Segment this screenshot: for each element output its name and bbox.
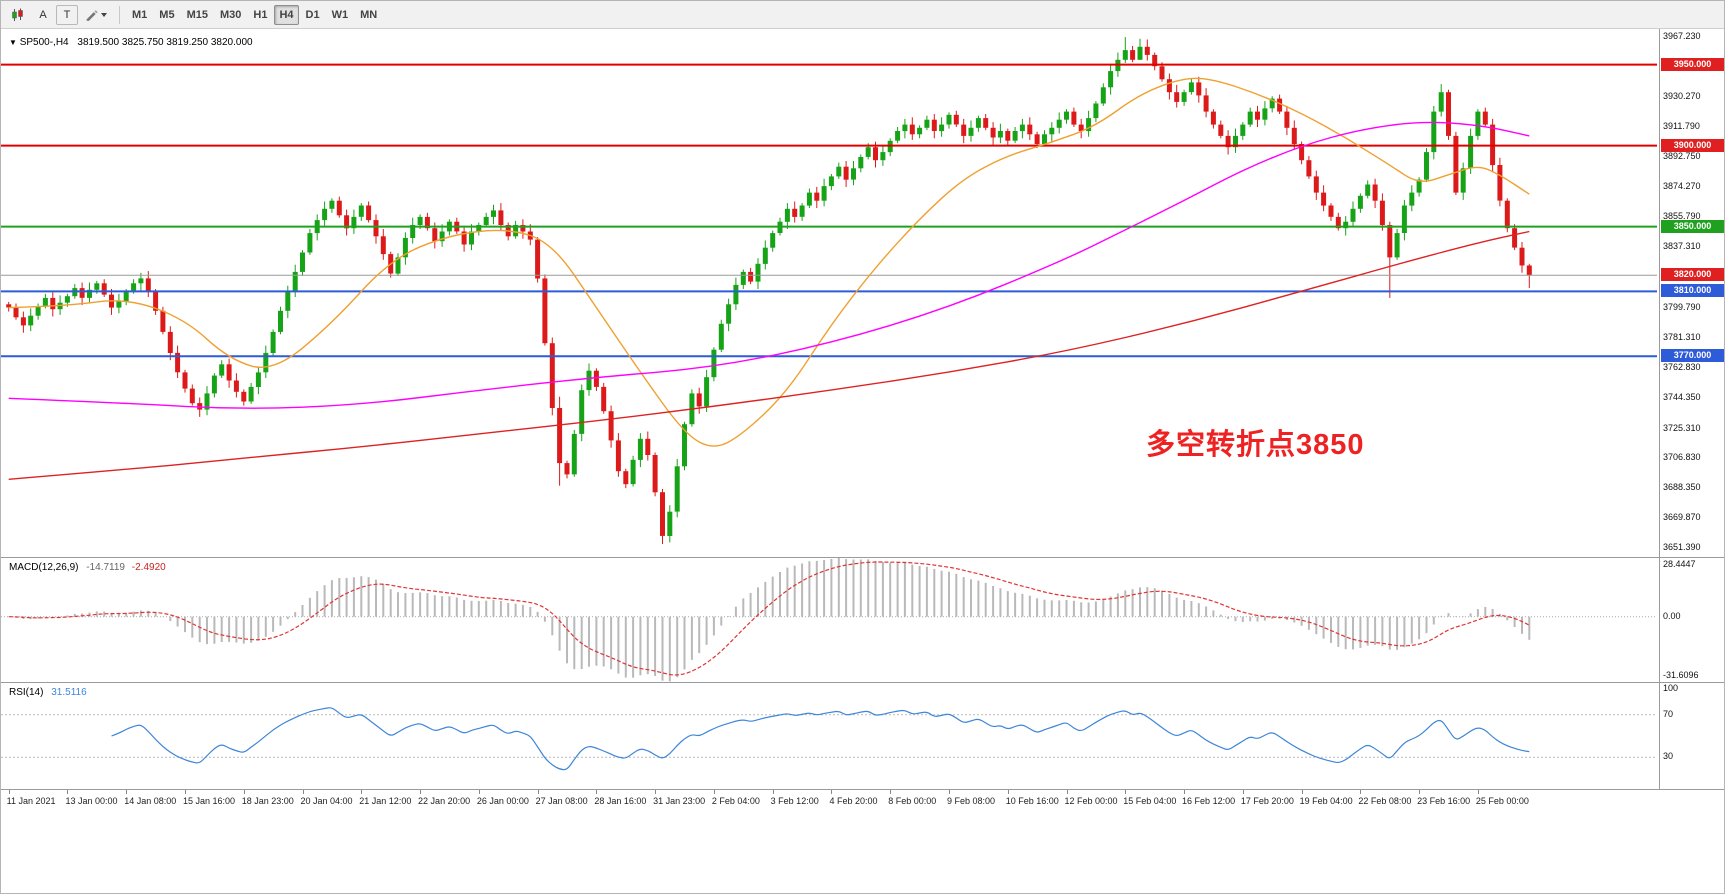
time-axis-label: 14 Jan 08:00 [124,796,177,806]
timeframe-m1-button[interactable]: M1 [132,8,148,21]
timeframe-mn-button[interactable]: MN [360,8,378,21]
time-axis-label: 2 Feb 04:00 [711,796,760,806]
time-axis-tick [420,790,421,794]
time-axis-tick [1360,790,1361,794]
time-axis-tick [1243,790,1244,794]
time-axis-tick [655,790,656,794]
timeframe-m5-button[interactable]: M5 [159,8,175,21]
time-axis-label: 16 Feb 12:00 [1182,796,1236,806]
rsi-line [111,707,1530,771]
macd-header: MACD(12,26,9) -14.7119 -2.4920 [9,562,166,573]
time-axis-tick [773,790,774,794]
time-axis-tick [714,790,715,794]
cursor-tool-button[interactable]: A [39,8,47,21]
time-axis-tick [1419,790,1420,794]
time-axis-tick [303,790,304,794]
price-axis-border [1659,29,1660,790]
time-axis-label: 8 Feb 00:00 [888,796,937,806]
macd-signal-value: -2.4920 [131,562,166,573]
price-pane-canvas[interactable] [1,29,1725,557]
macd-label: MACD(12,26,9) [9,562,79,573]
toolbar-separator [119,5,120,24]
rsi-label: RSI(14) [9,687,44,698]
toolbar: A T M1 M5 M15 M30 H1 H4 D1 W1 MN [1,1,1724,29]
collapse-arrow-icon[interactable]: ▼ [9,38,17,47]
time-axis-label: 18 Jan 23:00 [241,796,294,806]
time-axis-tick [1302,790,1303,794]
time-axis-label: 23 Feb 16:00 [1417,796,1471,806]
time-axis-label: 25 Feb 00:00 [1475,796,1529,806]
time-axis-tick [1184,790,1185,794]
time-axis-label: 9 Feb 08:00 [946,796,996,806]
symbol-name: SP500-,H4 [19,37,69,48]
time-axis-label: 10 Feb 16:00 [1005,796,1059,806]
chart-window: ▼ SP500-,H4 3819.500 3825.750 3819.250 3… [1,29,1725,893]
candlestick-chart-icon [12,8,23,21]
time-axis-tick [1125,790,1126,794]
candles [6,37,1532,544]
time-axis-tick [949,790,950,794]
time-axis-tick [361,790,362,794]
time-axis-tick [1008,790,1009,794]
rsi-pane-canvas[interactable] [1,683,1725,789]
time-axis-label: 22 Feb 08:00 [1358,796,1412,806]
time-axis-tick [126,790,127,794]
time-axis-label: 3 Feb 12:00 [770,796,819,806]
time-axis-label: 12 Feb 00:00 [1064,796,1118,806]
timeframe-h4-button[interactable]: H4 [274,4,299,25]
time-axis-label: 19 Feb 04:00 [1299,796,1353,806]
macd-pane-canvas[interactable] [1,558,1725,682]
timeframe-w1-button[interactable]: W1 [331,8,349,21]
macd-signal-line [8,561,1530,676]
draw-tool-button[interactable] [80,5,112,25]
symbol-info: ▼ SP500-,H4 3819.500 3825.750 3819.250 3… [9,37,253,48]
time-axis-tick [185,790,186,794]
text-tool-button[interactable]: T [56,4,78,25]
time-axis-tick [596,790,597,794]
time-axis-tick [1478,790,1479,794]
macd-main-value: -14.7119 [86,562,125,573]
time-axis-tick [67,790,68,794]
timeframe-d1-button[interactable]: D1 [305,8,320,21]
time-axis-label: 21 Jan 12:00 [359,796,412,806]
time-axis-tick [9,790,10,794]
time-axis-label: 15 Jan 16:00 [182,796,236,806]
time-axis-tick [244,790,245,794]
timeframe-m15-button[interactable]: M15 [186,8,208,21]
time-axis-label: 17 Feb 20:00 [1240,796,1294,806]
pane-separator[interactable] [1,789,1724,790]
time-axis-label: 13 Jan 00:00 [65,796,118,806]
rsi-value: 31.5116 [51,687,87,698]
time-axis-tick [890,790,891,794]
pencil-icon [86,10,98,21]
symbol-ohlc: 3819.500 3825.750 3819.250 3820.000 [77,37,253,48]
time-axis-label: 27 Jan 08:00 [535,796,588,806]
time-axis-label: 26 Jan 00:00 [476,796,529,806]
time-axis-label: 22 Jan 20:00 [418,796,471,806]
ma-fast-orange[interactable] [8,77,1530,447]
timeframe-h1-button[interactable]: H1 [253,8,268,21]
time-axis-label: 11 Jan 2021 [6,796,56,806]
timeframe-m30-button[interactable]: M30 [219,8,242,21]
time-axis-tick [479,790,480,794]
rsi-header: RSI(14) 31.5116 [9,687,87,698]
time-axis-tick [831,790,832,794]
time-axis-label: 31 Jan 23:00 [653,796,706,806]
time-axis-label: 20 Jan 04:00 [300,796,353,806]
charts-icon-button[interactable] [6,5,30,25]
time-axis-label: 4 Feb 20:00 [829,796,878,806]
chevron-down-icon [101,12,107,17]
pane-separator[interactable] [1,682,1724,683]
chart-annotation-text[interactable]: 多空转折点3850 [1146,429,1365,461]
pane-separator[interactable] [1,557,1724,558]
timeframe-toolbar: M1 M5 M15 M30 H1 H4 D1 W1 MN [127,4,382,25]
time-axis-tick [1067,790,1068,794]
time-axis-tick [538,790,539,794]
time-axis-label: 15 Feb 04:00 [1123,796,1177,806]
ma-slow-red[interactable] [8,230,1530,480]
ma-medium-magenta[interactable] [8,121,1530,409]
time-axis-label: 28 Jan 16:00 [594,796,647,806]
